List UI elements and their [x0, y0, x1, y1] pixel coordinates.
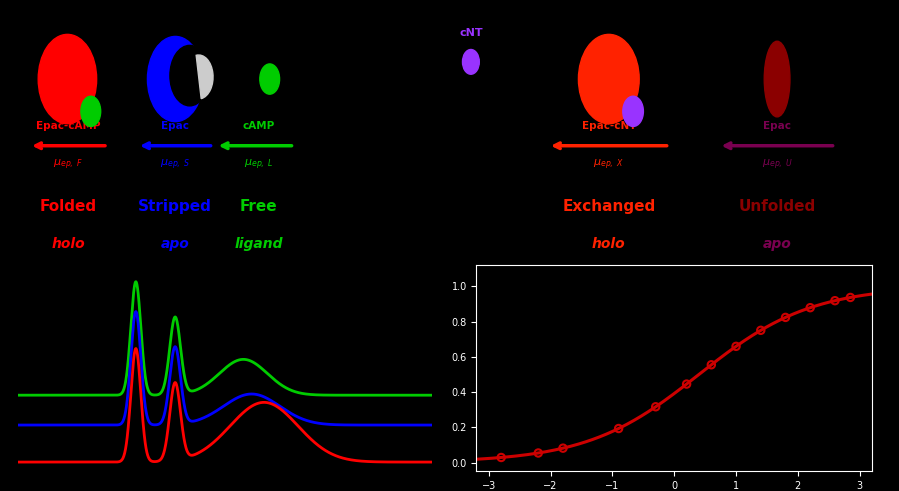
Text: apo: apo [161, 237, 190, 251]
Text: Epac-cNT: Epac-cNT [582, 121, 636, 131]
Text: Epac: Epac [161, 121, 190, 131]
Circle shape [578, 34, 639, 124]
Point [556, 444, 570, 452]
Text: Unfolded: Unfolded [738, 199, 815, 214]
Circle shape [39, 34, 97, 124]
Wedge shape [196, 55, 213, 99]
Point [753, 327, 768, 334]
Circle shape [260, 64, 280, 94]
Text: cNT: cNT [459, 28, 483, 38]
Text: holo: holo [592, 237, 626, 251]
Text: Folded: Folded [40, 199, 97, 214]
Point [803, 304, 817, 312]
Text: $\mu_{ep,\ U}$: $\mu_{ep,\ U}$ [761, 158, 793, 172]
Text: ligand: ligand [235, 237, 282, 251]
Point [843, 294, 858, 301]
Text: Epac: Epac [763, 121, 791, 131]
Point [531, 449, 546, 457]
Point [729, 342, 743, 350]
Text: Epac-cAMP: Epac-cAMP [36, 121, 101, 131]
Point [779, 313, 793, 321]
Text: $\mu_{ep,\ F}$: $\mu_{ep,\ F}$ [53, 158, 84, 172]
Circle shape [170, 45, 209, 106]
Point [611, 425, 626, 433]
Ellipse shape [764, 41, 790, 117]
Point [680, 380, 694, 388]
Text: cAMP: cAMP [243, 121, 274, 131]
Point [648, 403, 663, 410]
Circle shape [147, 36, 203, 122]
Text: Exchanged: Exchanged [562, 199, 655, 214]
Circle shape [462, 50, 479, 74]
Text: $\mu_{ep,\ X}$: $\mu_{ep,\ X}$ [593, 158, 624, 172]
Circle shape [623, 96, 644, 127]
Point [494, 454, 509, 462]
Point [704, 361, 718, 369]
Text: apo: apo [762, 237, 791, 251]
Text: $\mu_{ep,\ L}$: $\mu_{ep,\ L}$ [244, 158, 273, 172]
Text: holo: holo [51, 237, 85, 251]
Point [828, 297, 842, 304]
Text: $\mu_{ep,\ S}$: $\mu_{ep,\ S}$ [160, 158, 191, 172]
Circle shape [81, 96, 101, 127]
Text: Stripped: Stripped [138, 199, 212, 214]
Text: Free: Free [240, 199, 277, 214]
